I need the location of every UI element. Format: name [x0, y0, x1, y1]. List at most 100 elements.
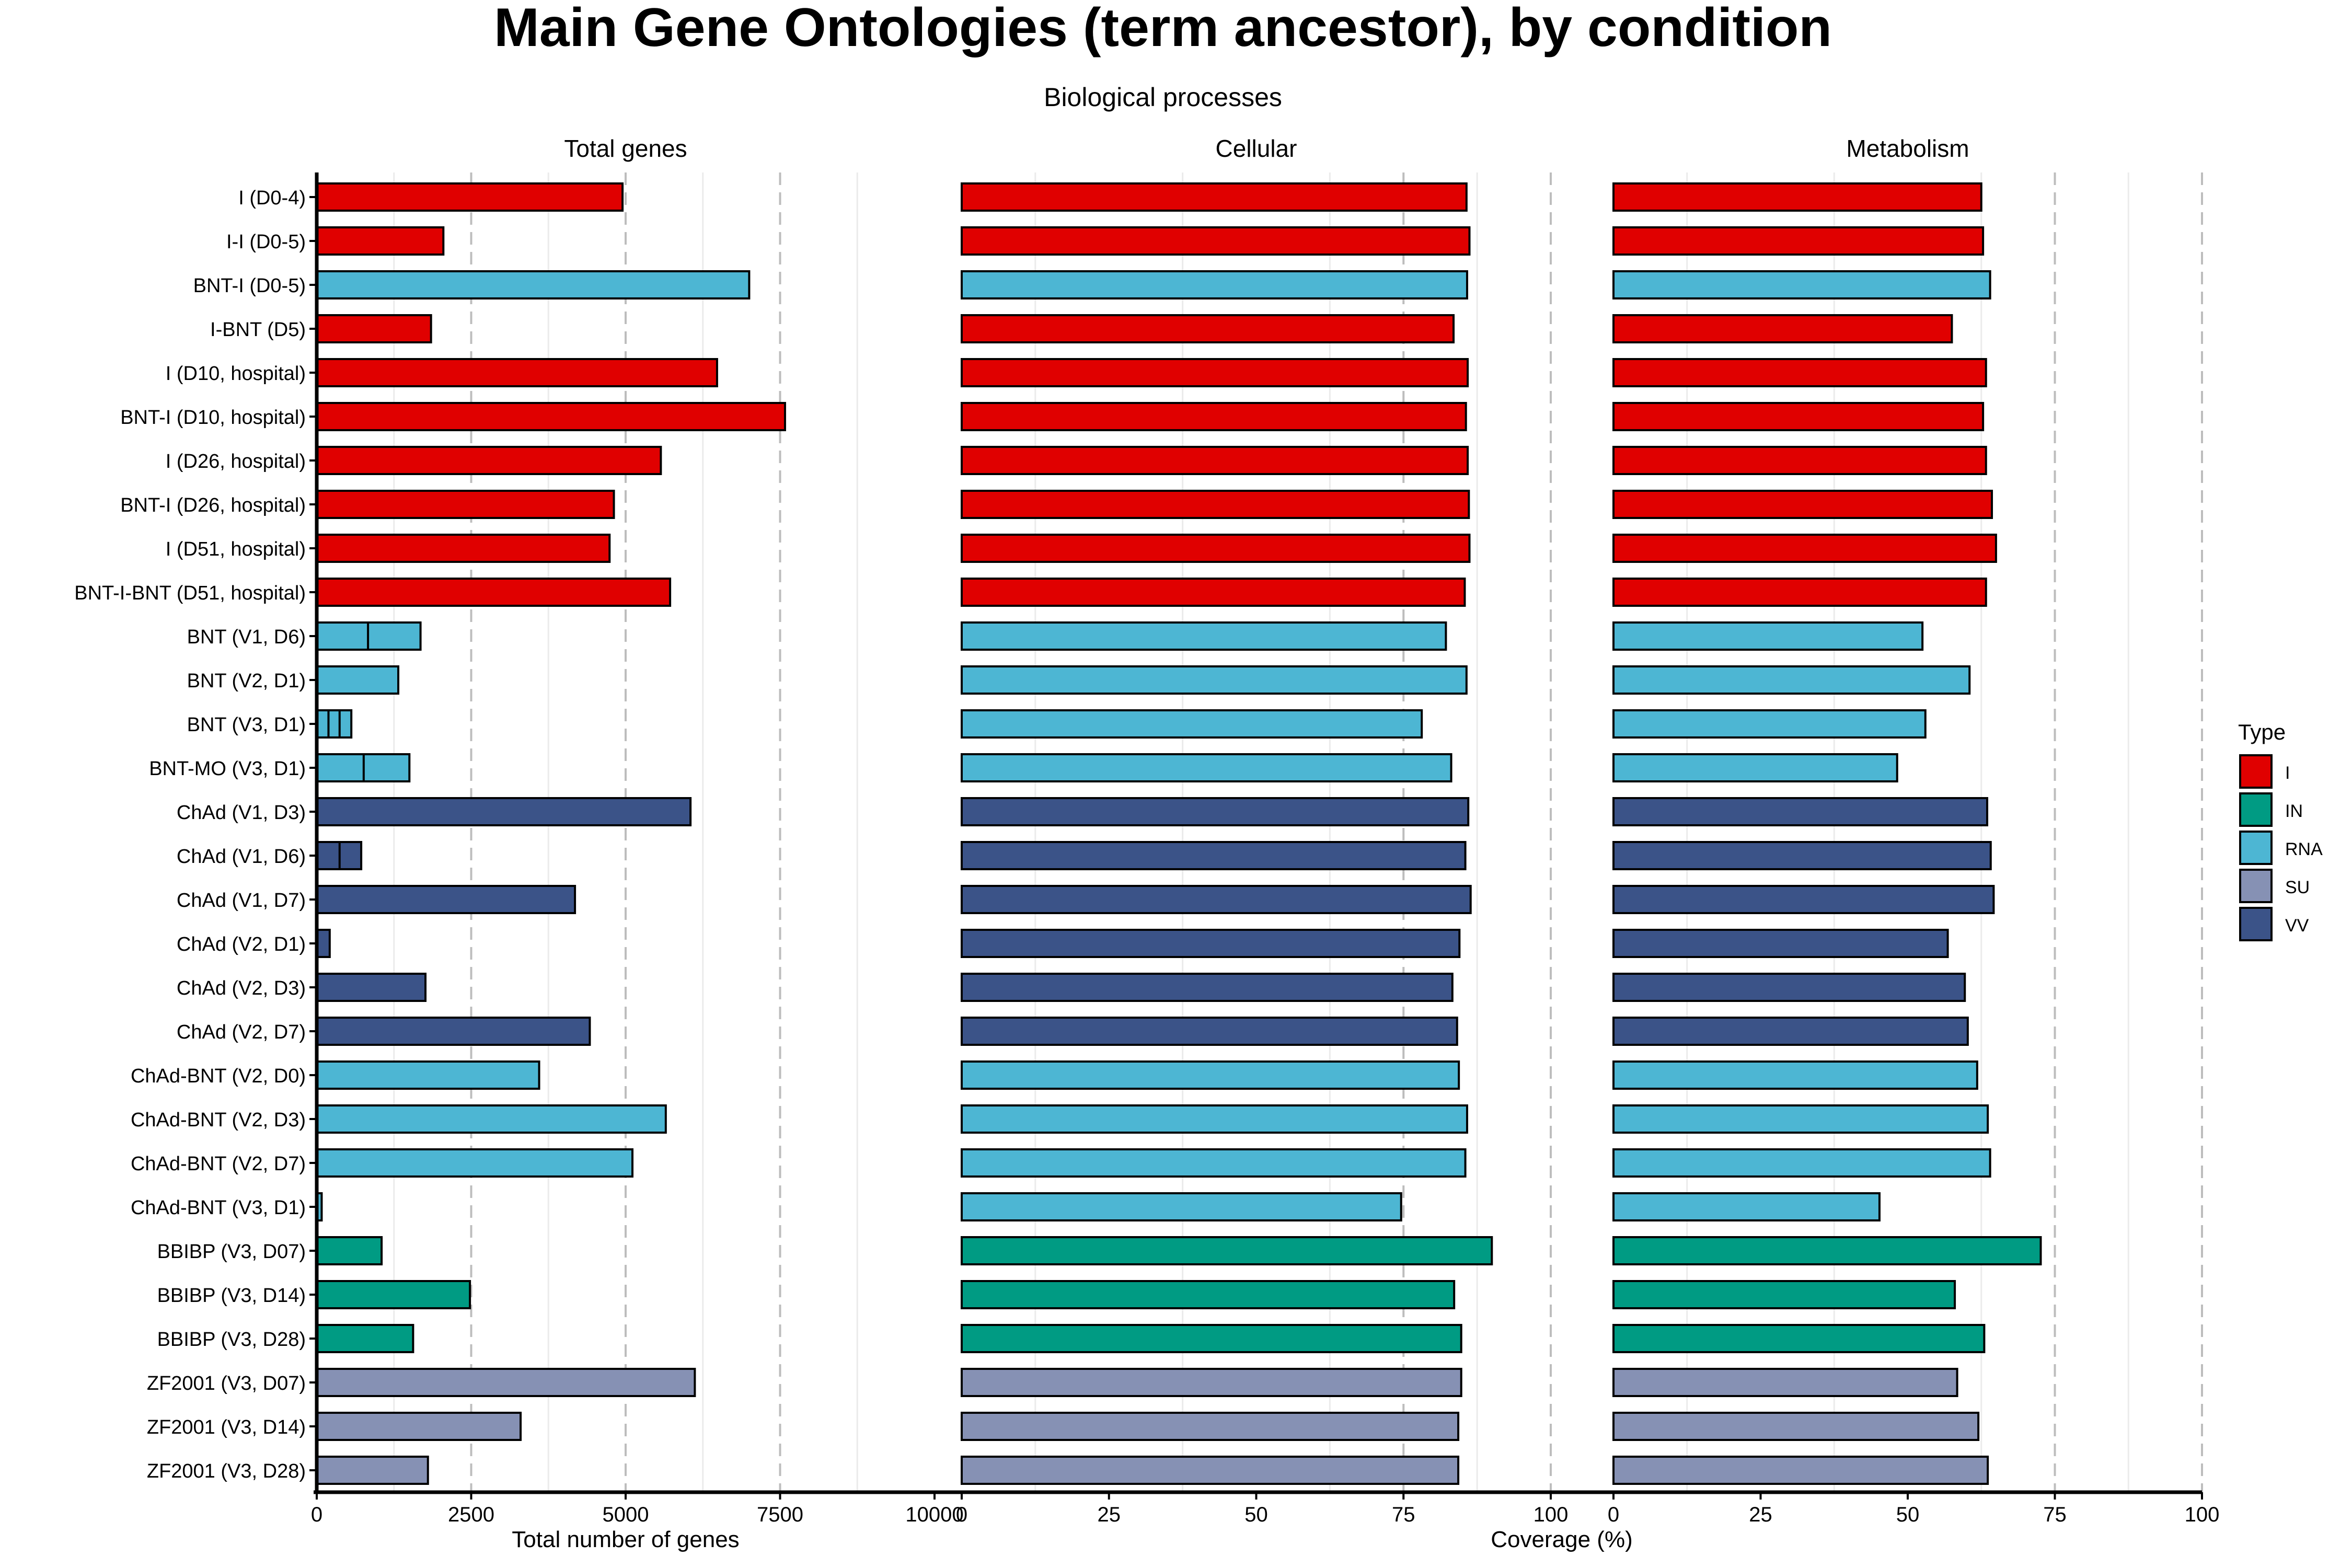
bar: [316, 314, 432, 343]
bar: [1612, 270, 1991, 299]
bar: [1612, 885, 1995, 914]
x-axis-title-right: Coverage (%): [1491, 1527, 1632, 1552]
category-label: ChAd-BNT (V3, D1): [131, 1197, 306, 1219]
bar: [316, 1236, 383, 1265]
bar: [1612, 1456, 1989, 1485]
plot-area: Total genes 0 2500 5000 7500 10000 Cellular 0 25…: [74, 135, 2323, 1552]
bar: [961, 270, 1468, 299]
bar: [961, 1280, 1456, 1309]
bar: [961, 797, 1470, 826]
category-label: BBIBP (V3, D14): [157, 1285, 306, 1307]
bar: [961, 1017, 1458, 1046]
category-label: I (D51, hospital): [166, 538, 306, 560]
category-label: BNT (V3, D1): [187, 714, 306, 736]
category-label: BNT-I (D0-5): [193, 275, 306, 297]
category-label: BNT (V2, D1): [187, 670, 306, 692]
bar: [316, 885, 577, 914]
panel-title: Cellular: [1216, 135, 1297, 162]
bar: [1612, 665, 1971, 695]
legend-label: RNA: [2285, 839, 2323, 859]
bar: [961, 1148, 1467, 1178]
bar: [961, 402, 1467, 431]
bar: [316, 1412, 522, 1441]
bar: [961, 841, 1467, 870]
bar: [1612, 1368, 1958, 1397]
bar: [1612, 709, 1927, 739]
bar: [316, 1104, 667, 1134]
bar: [1612, 1148, 1991, 1178]
x-tick-label: 10000: [905, 1503, 963, 1526]
x-tick-label: 100: [1534, 1503, 1569, 1526]
x-axis-title-left: Total number of genes: [512, 1527, 739, 1552]
bar: [961, 1192, 1402, 1221]
bar: [1612, 182, 1982, 212]
x-tick-label: 25: [1098, 1503, 1121, 1526]
category-label: BNT-MO (V3, D1): [149, 758, 306, 780]
bar: [1612, 973, 1966, 1002]
bar: [1612, 621, 1924, 651]
chart-title: Main Gene Ontologies (term ancestor), by…: [494, 0, 1832, 58]
bar: [316, 1060, 540, 1090]
bar: [961, 226, 1471, 256]
bar: [316, 490, 615, 519]
bar: [316, 578, 672, 607]
bar: [961, 973, 1454, 1002]
legend-swatch: [2239, 831, 2273, 865]
bar: [316, 534, 611, 563]
x-tick-label: 50: [1896, 1503, 1920, 1526]
bar: [961, 621, 1447, 651]
bar: [316, 1017, 591, 1046]
category-label: ChAd (V1, D6): [177, 846, 306, 868]
bar: [316, 446, 662, 475]
bar: [1612, 1236, 2042, 1265]
bar: [961, 1368, 1462, 1397]
bar: [961, 578, 1466, 607]
legend-swatch: [2239, 869, 2273, 903]
bar: [316, 270, 751, 299]
panel-title: Metabolism: [1846, 135, 1969, 162]
legend-label: VV: [2285, 916, 2309, 936]
legend-label: IN: [2285, 801, 2303, 821]
category-label: BNT-I (D10, hospital): [120, 407, 306, 429]
x-tick-label: 75: [1392, 1503, 1415, 1526]
x-tick-label: 7500: [757, 1503, 803, 1526]
bar: [316, 797, 692, 826]
bar: [1612, 446, 1987, 475]
x-tick-label: 5000: [603, 1503, 649, 1526]
category-label: I (D10, hospital): [166, 363, 306, 385]
legend-swatch: [2239, 792, 2273, 827]
legend-label: SU: [2285, 878, 2310, 897]
bar: [1612, 490, 1993, 519]
bar: [1612, 929, 1949, 958]
bar: [316, 1324, 414, 1353]
x-tick-label: 50: [1244, 1503, 1268, 1526]
category-label: BNT-I-BNT (D51, hospital): [74, 582, 306, 604]
bar: [1612, 1060, 1978, 1090]
bar: [1612, 578, 1987, 607]
bar: [961, 1060, 1460, 1090]
category-label: ChAd (V2, D7): [177, 1021, 306, 1043]
bar: [961, 534, 1471, 563]
bar: [1612, 1280, 1956, 1309]
x-tick-label: 0: [311, 1503, 322, 1526]
category-label: ChAd-BNT (V2, D0): [131, 1065, 306, 1087]
x-tick-label: 100: [2185, 1503, 2220, 1526]
bar: [1612, 1017, 1969, 1046]
bar: [961, 1456, 1460, 1485]
bar: [961, 665, 1468, 695]
category-label: ZF2001 (V3, D14): [147, 1416, 306, 1438]
bar: [316, 929, 331, 958]
category-label: ZF2001 (V3, D28): [147, 1460, 306, 1482]
legend-label: I: [2285, 763, 2290, 783]
bar: [961, 490, 1470, 519]
category-label: ChAd (V2, D1): [177, 933, 306, 955]
chart-subtitle: Biological processes: [1044, 83, 1282, 112]
bar: [1612, 753, 1898, 782]
bar: [1612, 1324, 1986, 1353]
category-label: ChAd-BNT (V2, D3): [131, 1109, 306, 1131]
bar: [961, 1104, 1468, 1134]
panel-title: Total genes: [564, 135, 687, 162]
legend-swatch: [2239, 754, 2273, 789]
category-label: ChAd-BNT (V2, D7): [131, 1153, 306, 1175]
